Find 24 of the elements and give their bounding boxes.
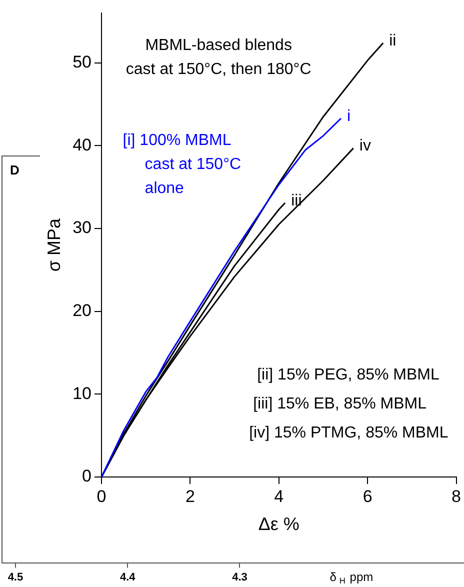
- y-tick-label: 20: [72, 301, 92, 320]
- y-tick-label: 50: [72, 52, 92, 72]
- series-label: iv: [359, 138, 371, 155]
- x-tick-label: 0: [96, 486, 106, 506]
- text: D: [10, 162, 20, 178]
- series-label: i: [346, 108, 351, 125]
- annotation: MBML-based blends cast at 150°C, then 180°C: [126, 37, 312, 78]
- y-tick-label: 10: [72, 384, 92, 403]
- series-label: ii: [389, 32, 396, 50]
- annotation: [i] 100% MBML cast at 150°C alone: [122, 132, 242, 198]
- y-tick-label: 0: [82, 466, 92, 486]
- text: 4.5: [8, 571, 24, 584]
- text: 4.3: [232, 571, 248, 584]
- x-tick-label: 4: [274, 486, 284, 506]
- x-tick-label: 2: [185, 486, 195, 506]
- series-label: iii: [291, 192, 302, 210]
- x-axis-title: Δε %: [258, 514, 300, 534]
- x-tick-label: 8: [452, 486, 462, 506]
- y-tick-label: 30: [72, 218, 92, 238]
- y-tick-label: 40: [72, 135, 92, 154]
- y-axis-title: σ MPa: [44, 218, 64, 272]
- annotation: [ii] 15% PEG, 85% MBML [iii] 15% EB, 85% MBML [iv] 15% PTMG, 85% MBML: [249, 366, 448, 442]
- x-tick-label: 6: [362, 486, 372, 506]
- text: 4.4: [120, 571, 136, 584]
